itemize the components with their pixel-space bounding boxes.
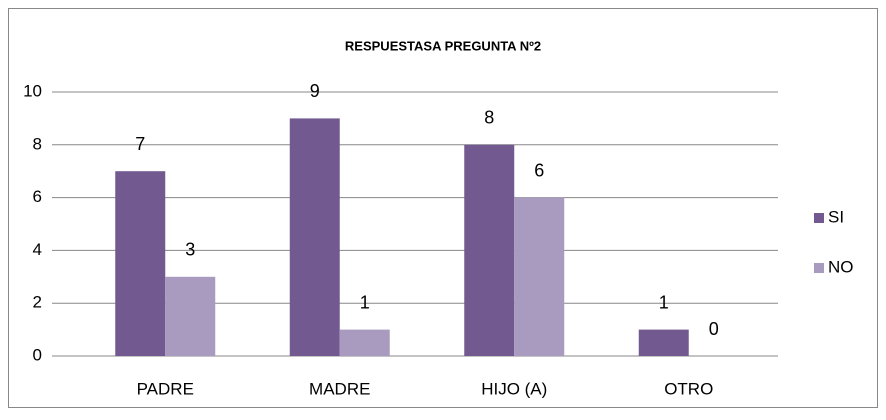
value-label: 8 <box>484 108 494 128</box>
value-label: 1 <box>659 292 669 312</box>
value-label: 0 <box>709 319 719 339</box>
value-label: 9 <box>310 81 320 101</box>
bar <box>464 144 515 356</box>
x-tick-label: OTRO <box>664 379 713 398</box>
value-label: 1 <box>360 292 370 312</box>
value-label: 3 <box>185 240 195 260</box>
y-tick-label: 0 <box>33 345 42 364</box>
x-tick-label: MADRE <box>309 379 370 398</box>
legend-swatch <box>814 213 824 223</box>
y-tick-label: 2 <box>33 293 42 312</box>
bar <box>165 276 216 356</box>
y-tick-label: 8 <box>33 134 42 153</box>
value-label: 6 <box>534 160 544 180</box>
y-tick-label: 4 <box>33 240 42 259</box>
x-tick-label: PADRE <box>137 379 194 398</box>
bar <box>339 329 390 356</box>
y-tick-label: 10 <box>23 81 42 100</box>
x-tick-label: HIJO (A) <box>481 379 547 398</box>
legend-swatch <box>814 263 824 273</box>
legend-label: NO <box>828 257 854 276</box>
bar <box>289 118 340 357</box>
chart-title: RESPUESTASA PREGUNTA Nº2 <box>345 38 541 53</box>
bar <box>115 171 166 356</box>
bar <box>514 197 565 356</box>
bar <box>638 329 689 356</box>
value-label: 7 <box>135 134 145 154</box>
legend-label: SI <box>828 207 844 226</box>
y-tick-label: 6 <box>33 187 42 206</box>
